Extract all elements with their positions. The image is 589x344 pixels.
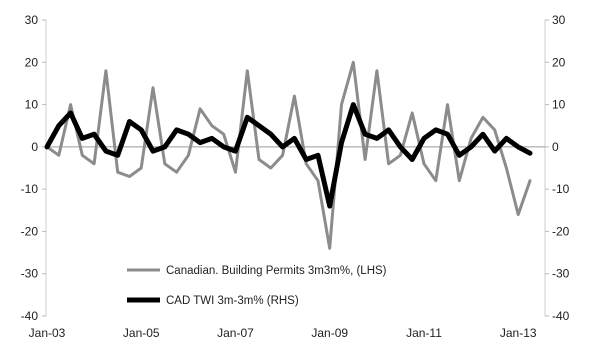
- right-tick-label: 30: [552, 13, 566, 27]
- x-tick-label: Jan-05: [123, 326, 160, 340]
- left-axis-ticks: 30 20 10 0 -10 -20 -30 -40: [21, 13, 46, 323]
- right-tick-label: -10: [552, 182, 570, 196]
- right-tick-label: -40: [552, 309, 570, 323]
- left-tick-label: -30: [21, 267, 39, 281]
- right-tick-label: -20: [552, 224, 570, 238]
- left-tick-label: -20: [21, 224, 39, 238]
- series-line-building-permits: [45, 60, 532, 250]
- left-tick-label: -40: [21, 309, 39, 323]
- plot-frame: [45, 20, 546, 316]
- x-tick-label: Jan-11: [406, 326, 442, 340]
- x-axis-ticks: Jan-03 Jan-05 Jan-07 Jan-09 Jan-11 Jan-13: [29, 326, 537, 340]
- left-tick-label: -10: [21, 182, 39, 196]
- right-axis-ticks: 30 20 10 0 -10 -20 -30 -40: [545, 13, 570, 323]
- left-tick-label: 10: [25, 98, 39, 112]
- legend-label-cad-twi: CAD TWI 3m-3m% (RHS): [166, 295, 299, 307]
- legend-item-cad-twi: CAD TWI 3m-3m% (RHS): [127, 295, 299, 307]
- left-tick-label: 30: [25, 13, 39, 27]
- right-tick-label: 10: [552, 98, 566, 112]
- series-line-cad-twi: [44, 102, 533, 209]
- right-tick-label: 0: [552, 140, 559, 154]
- series-layer: [44, 60, 533, 250]
- legend-item-building-permits: Canadian. Building Permits 3m3m%, (LHS): [127, 265, 387, 277]
- x-tick-label: Jan-13: [500, 326, 537, 340]
- legend: Canadian. Building Permits 3m3m%, (LHS) …: [127, 265, 387, 307]
- left-tick-label: 0: [31, 140, 38, 154]
- left-tick-label: 20: [25, 55, 39, 69]
- legend-label-building-permits: Canadian. Building Permits 3m3m%, (LHS): [166, 265, 387, 277]
- right-tick-label: -30: [552, 267, 570, 281]
- x-tick-label: Jan-03: [29, 326, 66, 340]
- right-tick-label: 20: [552, 55, 566, 69]
- x-tick-label: Jan-09: [311, 326, 348, 340]
- x-tick-label: Jan-07: [217, 326, 254, 340]
